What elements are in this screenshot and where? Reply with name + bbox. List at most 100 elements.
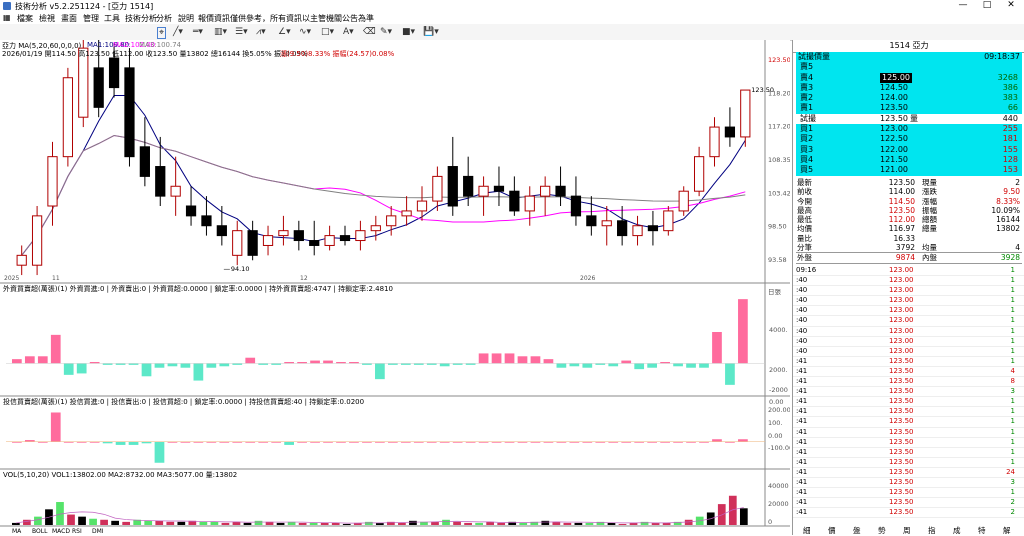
- volume-bar: [342, 523, 351, 525]
- menu-item-help[interactable]: 說明: [178, 14, 194, 23]
- app-icon: [3, 2, 11, 10]
- volume-bar: [530, 521, 539, 525]
- date-label: 11: [52, 275, 60, 282]
- bid-label: 買1: [800, 124, 814, 134]
- quote-value: 16.33: [893, 233, 915, 243]
- tick-price: 123.00: [889, 296, 914, 305]
- fi-bar: [76, 363, 87, 374]
- bid-qty: 128: [1002, 154, 1018, 164]
- candle-body: [709, 126, 720, 158]
- tick-row: :41 123.50 1: [793, 397, 1024, 408]
- line-draw-icon[interactable]: ╱▾: [173, 27, 183, 37]
- candle-body: [62, 77, 74, 158]
- tick-qty: 3: [1010, 477, 1015, 486]
- quote-row: 外盤 9874 內盤 3928: [796, 252, 1022, 264]
- bid-qty: 153: [1002, 165, 1018, 175]
- chart-area[interactable]: 123.50 118.20 117.20 108.35 103.42 98.50 93.58…: [0, 40, 790, 535]
- panel-tab[interactable]: 細: [803, 526, 811, 535]
- bar-chart-icon[interactable]: ▥▾: [214, 27, 228, 37]
- fi-bar: [50, 334, 61, 364]
- bid-label: 買5: [800, 165, 814, 175]
- tick-row: :41 123.50 4: [793, 367, 1024, 378]
- tick-qty: 1: [1010, 266, 1015, 274]
- ma1-value: MA1:109.80: [87, 41, 130, 49]
- it-bar: [258, 441, 269, 443]
- volume-bar: [122, 521, 131, 525]
- volume-bar: [364, 521, 373, 525]
- ask-label: 賣1: [800, 103, 814, 113]
- tick-time: :41: [796, 377, 808, 386]
- fi-bar: [491, 353, 502, 364]
- chart-tab[interactable]: MA: [12, 528, 22, 535]
- rect-icon[interactable]: □▾: [321, 27, 335, 37]
- tick-qty: 1: [1010, 326, 1015, 335]
- trend-icon[interactable]: ⩘▾: [256, 27, 266, 37]
- it-bar: [310, 441, 320, 443]
- menu-item-view[interactable]: 檢視: [39, 14, 55, 23]
- it-bar: [426, 441, 437, 443]
- fib-icon[interactable]: ☰▾: [235, 27, 248, 37]
- fi-bar: [556, 363, 567, 368]
- indicator1-header: 外資買賣超(萬張)(1) 外資買進:0 | 外資賣出:0 | 外資買超:0.00…: [3, 285, 393, 293]
- vol-axis-label: 0: [768, 518, 772, 526]
- cursor-icon[interactable]: ⌖: [157, 27, 167, 39]
- chart-tab[interactable]: RSI: [72, 528, 82, 535]
- chart-tab[interactable]: BOLL: [32, 528, 48, 535]
- volume-bar: [651, 522, 660, 525]
- wave-icon[interactable]: ∿▾: [299, 27, 312, 37]
- panel-tab[interactable]: 勢: [878, 526, 886, 535]
- fi-unit-label: 日張: [768, 288, 782, 296]
- hline-icon[interactable]: ═▾: [193, 27, 203, 37]
- menu-item-analysis[interactable]: 分析: [156, 14, 172, 23]
- panel-tab[interactable]: 成: [953, 526, 961, 535]
- menu-item-tools[interactable]: 工具: [104, 14, 120, 23]
- volume-bar: [298, 522, 307, 525]
- angle-icon[interactable]: ∠▾: [278, 27, 291, 37]
- chart-tab[interactable]: DMI: [92, 528, 104, 535]
- quote-value: 123.50: [888, 178, 915, 187]
- tick-row: :40 123.00 1: [793, 286, 1024, 297]
- it-bar: [712, 439, 722, 442]
- tick-row: :41 123.50 3: [793, 387, 1024, 398]
- maximize-button[interactable]: □: [982, 0, 992, 10]
- panel-tab[interactable]: 周: [903, 526, 911, 535]
- panel-tab[interactable]: 解: [1003, 526, 1011, 535]
- tick-price: 123.50: [889, 437, 914, 446]
- save-icon[interactable]: 💾▾: [423, 27, 439, 37]
- menu-item-manage[interactable]: 管理: [83, 14, 99, 23]
- panel-tab[interactable]: 價: [828, 526, 836, 535]
- menu-icon[interactable]: ▦: [3, 13, 11, 22]
- close-button[interactable]: ✕: [1007, 0, 1015, 10]
- tick-qty: 1: [1010, 286, 1015, 295]
- minimize-button[interactable]: —: [958, 0, 968, 10]
- pen-icon[interactable]: ✎▾: [380, 27, 393, 37]
- color-icon[interactable]: ■▾: [402, 27, 416, 37]
- menu-item-ta[interactable]: 技術分析: [125, 14, 157, 23]
- tick-time: :41: [796, 508, 808, 517]
- candle-body: [693, 156, 705, 192]
- panel-tab[interactable]: 指: [928, 526, 936, 535]
- menu-item-screen[interactable]: 畫面: [61, 14, 77, 23]
- eraser-icon[interactable]: ⌫: [363, 27, 376, 37]
- quote-value2: 9.50: [1003, 187, 1020, 197]
- fi-bar: [37, 356, 48, 364]
- tick-time: :40: [796, 326, 808, 335]
- it-bar: [543, 441, 554, 443]
- candle-body: [678, 190, 689, 212]
- quote-value: 123.50: [888, 205, 915, 215]
- tick-time: :41: [796, 356, 808, 365]
- text-icon[interactable]: A▾: [343, 27, 354, 37]
- it-bar: [362, 441, 372, 443]
- orderbook-header: 試撮價量 09:18:37: [796, 52, 1022, 62]
- candle-body: [416, 200, 428, 212]
- panel-tab[interactable]: 特: [978, 526, 986, 535]
- it-bar: [12, 441, 22, 443]
- bid-qty: 155: [1002, 144, 1018, 154]
- chart-tab[interactable]: MACD: [52, 528, 70, 535]
- chart-canvas[interactable]: 123.50118.20117.20108.35103.4298.5093.58…: [0, 40, 790, 535]
- menu-item-file[interactable]: 檔案: [17, 14, 33, 23]
- quote-value2: 4: [1015, 243, 1020, 253]
- price-current-label: 123.50: [751, 86, 774, 94]
- it-bar: [647, 441, 658, 443]
- panel-tab[interactable]: 盤: [853, 526, 861, 535]
